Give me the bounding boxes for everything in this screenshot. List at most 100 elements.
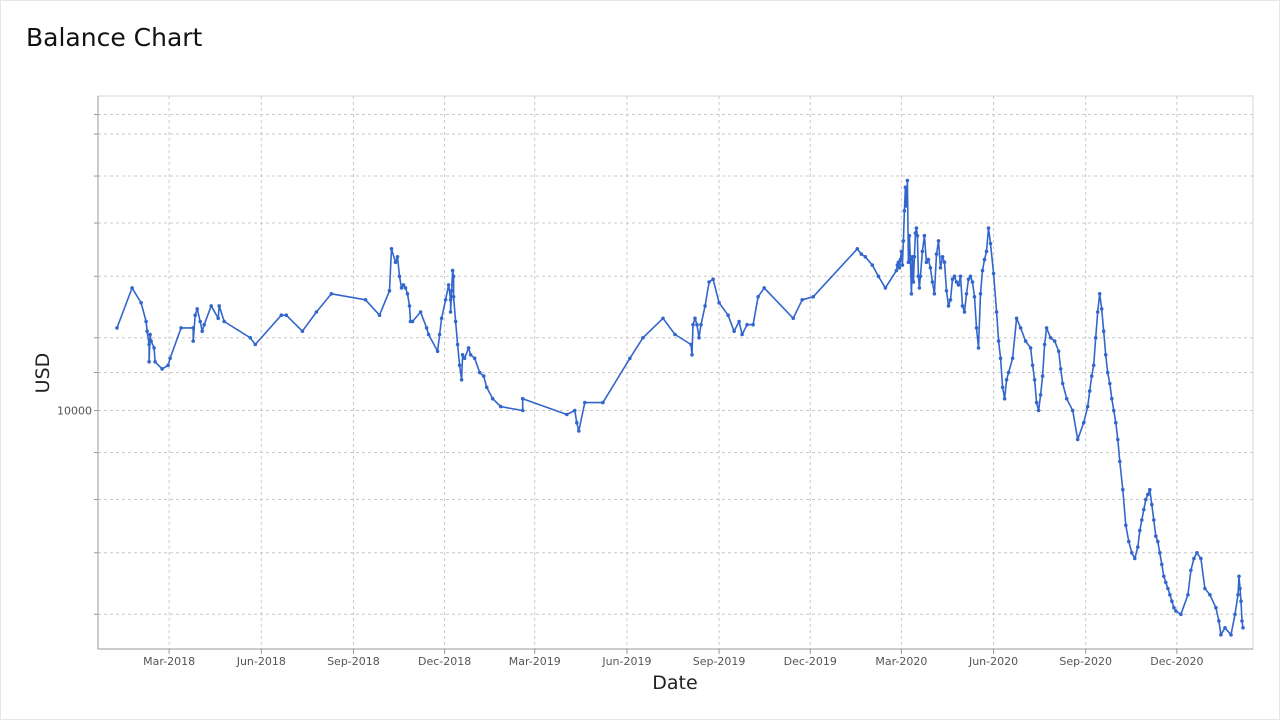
data-point xyxy=(934,252,939,256)
tick-labels: Mar-2018 Jun-2018 Sep-2018 Dec-2018 Mar-2019… xyxy=(57,114,1203,668)
data-point xyxy=(1118,459,1122,464)
data-point xyxy=(1058,367,1063,371)
x-tick-label: Jun-2018 xyxy=(236,655,286,668)
data-point xyxy=(1219,633,1223,637)
data-point xyxy=(451,274,456,279)
data-point xyxy=(946,304,951,308)
data-point xyxy=(191,339,195,343)
data-point xyxy=(1036,408,1041,413)
data-point xyxy=(936,239,941,243)
data-point xyxy=(1130,551,1134,555)
data-point xyxy=(1179,612,1183,617)
data-point xyxy=(970,280,975,284)
data-point xyxy=(1146,492,1150,497)
data-point xyxy=(477,370,482,375)
data-point xyxy=(897,266,902,270)
data-point xyxy=(1002,396,1007,401)
data-point xyxy=(998,356,1003,361)
data-point xyxy=(745,322,749,327)
data-point xyxy=(1238,586,1242,591)
data-point xyxy=(451,295,456,299)
data-point xyxy=(954,280,959,284)
data-point xyxy=(968,274,973,279)
data-point xyxy=(962,310,967,314)
data-point xyxy=(1093,336,1098,340)
data-point xyxy=(1237,574,1241,579)
data-point xyxy=(1138,528,1142,533)
data-point xyxy=(732,329,736,334)
series-balance xyxy=(115,178,1245,637)
data-point xyxy=(1089,374,1094,378)
data-point xyxy=(751,322,755,327)
x-tick-label: Sep-2018 xyxy=(327,655,380,668)
data-point xyxy=(1105,370,1110,375)
data-point xyxy=(922,233,927,238)
data-point xyxy=(455,342,460,347)
data-point xyxy=(149,339,153,343)
data-point xyxy=(460,353,465,357)
data-point xyxy=(1110,396,1114,401)
data-point xyxy=(800,298,804,302)
data-point xyxy=(928,266,933,270)
data-point xyxy=(691,322,695,327)
data-point xyxy=(401,283,406,287)
data-point xyxy=(1236,593,1240,597)
data-point xyxy=(179,326,183,330)
data-point xyxy=(940,255,945,259)
data-point xyxy=(395,255,400,259)
data-point xyxy=(1150,502,1154,507)
data-point xyxy=(1040,374,1045,378)
data-point xyxy=(1144,497,1148,502)
data-point xyxy=(160,367,164,371)
data-point xyxy=(1114,420,1118,425)
data-point xyxy=(972,295,977,299)
data-point xyxy=(168,356,172,361)
data-point xyxy=(279,313,284,318)
data-point xyxy=(740,332,744,337)
data-point xyxy=(982,257,987,262)
data-point xyxy=(986,226,991,230)
data-point xyxy=(1085,404,1090,409)
data-point xyxy=(407,304,412,308)
data-point xyxy=(393,260,398,265)
data-point xyxy=(450,268,455,273)
data-point xyxy=(284,313,289,318)
data-point xyxy=(1004,378,1009,382)
data-point xyxy=(1038,393,1043,397)
data-point xyxy=(449,289,454,293)
data-point xyxy=(601,400,605,405)
data-point xyxy=(695,322,699,327)
data-point xyxy=(924,260,929,265)
data-point xyxy=(490,396,495,401)
data-point xyxy=(690,353,694,357)
data-point xyxy=(1148,487,1152,492)
data-point xyxy=(253,342,258,347)
data-point xyxy=(905,178,910,183)
data-point xyxy=(1217,619,1221,623)
data-point xyxy=(1034,400,1039,405)
data-point xyxy=(202,322,206,327)
data-point xyxy=(1091,363,1096,368)
data-point xyxy=(902,209,907,213)
data-point xyxy=(410,319,415,324)
data-point xyxy=(952,274,957,279)
data-point xyxy=(424,326,429,330)
data-point xyxy=(446,283,451,287)
x-tick-label: Dec-2018 xyxy=(418,655,471,668)
data-point xyxy=(932,292,937,296)
data-point xyxy=(1170,599,1174,603)
data-point xyxy=(1075,437,1080,442)
data-point xyxy=(300,329,305,334)
data-point xyxy=(405,292,410,296)
data-point xyxy=(1154,534,1158,538)
data-point xyxy=(1142,507,1146,512)
data-point xyxy=(462,356,467,361)
data-point xyxy=(1006,370,1011,375)
data-point xyxy=(1112,408,1116,413)
data-point xyxy=(144,319,148,324)
data-point xyxy=(565,412,569,417)
data-point xyxy=(1203,586,1207,591)
data-point xyxy=(1042,342,1047,347)
data-point xyxy=(895,263,900,267)
